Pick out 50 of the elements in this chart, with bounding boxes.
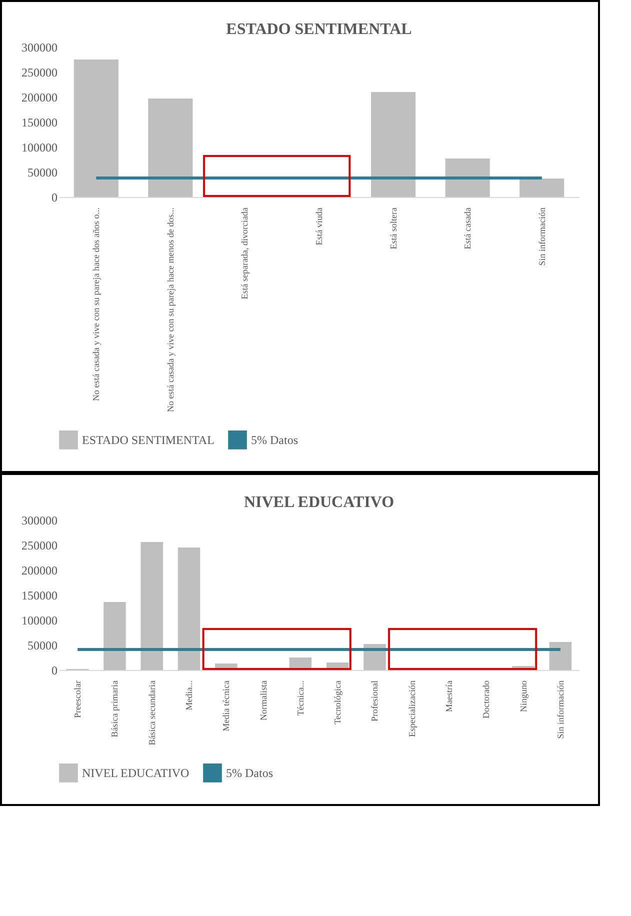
x-tick-label: No está casada y vive con su pareja hace dos años o... bbox=[91, 208, 102, 401]
legend-label: 5% Datos bbox=[226, 766, 274, 780]
bar bbox=[520, 178, 564, 197]
bar bbox=[549, 642, 572, 670]
x-tick-label: Media técnica bbox=[221, 680, 232, 732]
chart-title: NIVEL EDUCATIVO bbox=[244, 494, 394, 511]
x-tick-label: Tecnológica bbox=[332, 680, 343, 724]
y-tick-label: 250000 bbox=[22, 66, 58, 80]
x-tick-label: Técnica... bbox=[295, 680, 306, 716]
y-tick-label: 300000 bbox=[22, 40, 58, 54]
bar bbox=[140, 542, 163, 670]
y-tick-label: 300000 bbox=[22, 514, 58, 528]
y-tick-label: 150000 bbox=[22, 588, 58, 602]
y-tick-label: 50000 bbox=[28, 166, 58, 180]
legend-label: NIVEL EDUCATIVO bbox=[82, 766, 190, 780]
x-tick-label: Preescolar bbox=[72, 680, 83, 718]
x-tick-label: Profesional bbox=[370, 680, 380, 722]
bar bbox=[104, 602, 126, 670]
y-tick-label: 200000 bbox=[22, 564, 58, 578]
y-tick-label: 50000 bbox=[28, 638, 58, 652]
x-tick-label: Maestría bbox=[444, 680, 454, 712]
y-tick-label: 200000 bbox=[22, 90, 58, 104]
x-tick-label: Sin información bbox=[536, 207, 547, 266]
y-tick-label: 250000 bbox=[22, 538, 58, 552]
legend-label: ESTADO SENTIMENTAL bbox=[82, 432, 214, 447]
y-tick-label: 0 bbox=[52, 664, 58, 678]
x-tick-label: Doctorado bbox=[481, 680, 492, 718]
x-tick-label: Está separada, divorciada bbox=[240, 208, 250, 300]
x-tick-label: Especialización bbox=[406, 680, 417, 737]
y-tick-label: 100000 bbox=[22, 140, 58, 154]
bar bbox=[445, 158, 490, 197]
x-tick-label: Básica secundaria bbox=[146, 680, 157, 746]
x-tick-label: Ninguno bbox=[518, 680, 528, 712]
x-tick-label: Básica primaria bbox=[110, 680, 120, 738]
x-tick-label: Sin información bbox=[555, 680, 566, 739]
bar bbox=[74, 60, 118, 197]
x-tick-label: Normalista bbox=[258, 680, 268, 720]
x-tick-label: No está casada y vive con su pareja hace menos de dos... bbox=[165, 208, 176, 412]
bar bbox=[178, 548, 200, 670]
x-tick-label: Está viuda bbox=[314, 208, 324, 246]
legend-label: 5% Datos bbox=[251, 432, 298, 447]
chart-title: ESTADO SENTIMENTAL bbox=[226, 21, 412, 38]
y-tick-label: 150000 bbox=[22, 116, 58, 130]
y-tick-label: 0 bbox=[52, 190, 58, 204]
y-tick-label: 100000 bbox=[22, 614, 58, 628]
x-tick-label: Media... bbox=[184, 680, 194, 710]
x-tick-label: Está soltera bbox=[388, 208, 398, 250]
bar bbox=[371, 92, 416, 197]
x-tick-label: Está casada bbox=[462, 208, 473, 250]
bar bbox=[148, 98, 193, 197]
